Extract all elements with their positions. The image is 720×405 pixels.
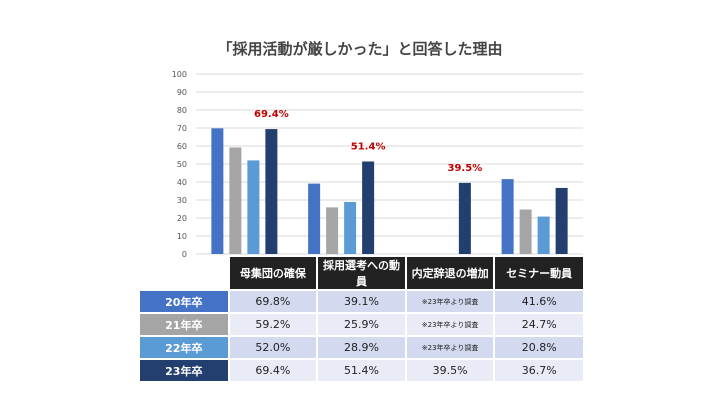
table-cell: 69.4% [227, 358, 318, 381]
bar [265, 129, 278, 254]
bar [519, 209, 532, 254]
table-cell: 36.7% [493, 358, 583, 381]
table-cell: 28.9% [316, 335, 406, 359]
bar [247, 160, 260, 254]
category-header: 採用選考への動員 [316, 257, 406, 290]
bar [308, 183, 321, 254]
table-cell: 41.6% [493, 289, 583, 313]
bar [326, 207, 339, 254]
table-cell: 24.7% [493, 312, 583, 336]
table-header-row: 母集団の確保 採用選考への動員 内定辞退の増加 セミナー動員 [140, 257, 583, 290]
y-tick-label: 40 [177, 178, 187, 187]
category-header: セミナー動員 [493, 257, 583, 290]
table-cell: 51.4% [316, 358, 406, 381]
table-cell: 52.0% [227, 335, 318, 359]
series-legend-22: 22年卒 [140, 335, 229, 359]
category-header: 母集団の確保 [227, 257, 318, 290]
bar [344, 201, 357, 254]
bar [555, 187, 568, 254]
table-cell: 39.1% [316, 289, 406, 313]
y-tick-label: 20 [177, 214, 187, 223]
table-cell-note: ※23年卒より調査 [404, 335, 495, 359]
series-legend-21: 21年卒 [140, 312, 229, 336]
table-cell: 59.2% [227, 312, 318, 336]
bar [458, 182, 471, 254]
table-row: 20年卒 69.8% 39.1% ※23年卒より調査 41.6% [140, 289, 583, 313]
table-cell-note: ※23年卒より調査 [404, 312, 495, 336]
series-legend-23: 23年卒 [140, 358, 229, 381]
y-tick-label: 30 [177, 196, 187, 205]
series-legend-20: 20年卒 [140, 289, 229, 313]
y-tick-label: 10 [177, 232, 187, 241]
table-row: 23年卒 69.4% 51.4% 39.5% 36.7% [140, 358, 583, 381]
bar [362, 161, 375, 254]
y-tick-label: 70 [177, 124, 187, 133]
table-row: 21年卒 59.2% 25.9% ※23年卒より調査 24.7% [140, 312, 583, 336]
table-corner [140, 257, 229, 290]
table-row: 22年卒 52.0% 28.9% ※23年卒より調査 20.8% [140, 335, 583, 359]
y-tick-label: 60 [177, 142, 187, 151]
y-tick-label: 100 [172, 70, 187, 79]
bar-chart: 0 10 20 30 40 50 60 70 80 90 100 69.4% 51.4% 39.5% [172, 70, 583, 259]
table-cell: 25.9% [316, 312, 406, 336]
bar [229, 147, 242, 254]
y-tick-label: 0 [182, 250, 187, 259]
table-cell: 69.8% [227, 289, 318, 313]
category-header: 内定辞退の増加 [404, 257, 495, 290]
table-cell: 20.8% [493, 335, 583, 359]
y-tick-label: 80 [177, 106, 187, 115]
y-tick-label: 50 [177, 160, 187, 169]
data-annotation: 51.4% [351, 141, 386, 152]
y-tick-label: 90 [177, 88, 187, 97]
chart-title: 「採用活動が厳しかった」と回答した理由 [217, 40, 503, 58]
bar [537, 216, 550, 254]
data-table: 母集団の確保 採用選考への動員 内定辞退の増加 セミナー動員 20年卒 69.8… [140, 257, 583, 381]
data-annotation: 69.4% [254, 109, 289, 120]
table-cell-note: ※23年卒より調査 [404, 289, 495, 313]
bar [501, 179, 514, 254]
bar [211, 128, 224, 254]
data-annotation: 39.5% [448, 163, 483, 174]
table-cell: 39.5% [404, 358, 495, 381]
